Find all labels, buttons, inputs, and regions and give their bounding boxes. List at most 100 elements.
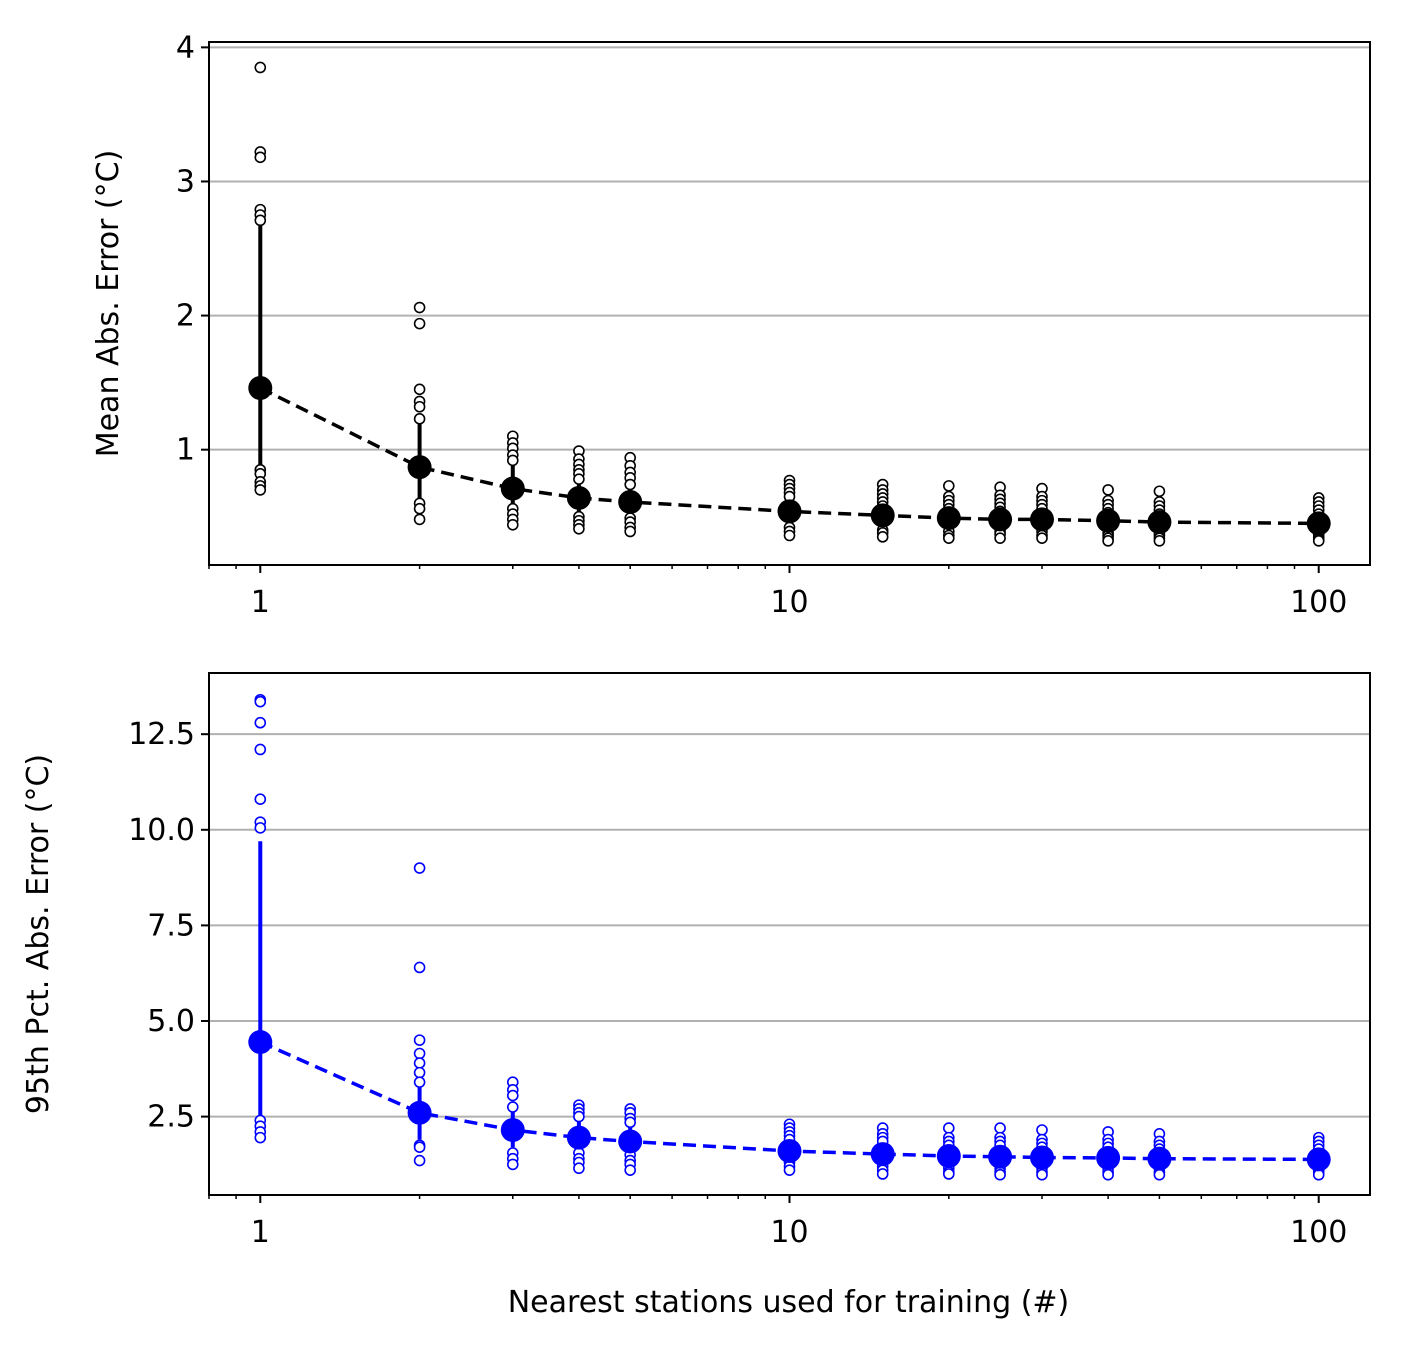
sample-point — [413, 301, 426, 314]
sample-point — [573, 473, 585, 485]
sample-point — [506, 1158, 519, 1171]
sample-point — [413, 1066, 426, 1079]
sample-point — [413, 1154, 426, 1167]
sample-point — [1036, 1168, 1048, 1181]
x-axis-label: Nearest stations used for training (#) — [508, 1285, 1070, 1320]
mean-marker — [936, 1143, 961, 1168]
x-tick-label: 1 — [251, 585, 270, 620]
sample-point — [573, 1162, 585, 1175]
y-tick-label: 12.5 — [128, 717, 195, 752]
sample-point — [413, 413, 426, 425]
y-axis-label: Mean Abs. Error (°C) — [91, 150, 126, 458]
sample-point — [783, 1164, 796, 1176]
sample-point — [1312, 535, 1325, 547]
mean-marker — [1096, 508, 1121, 533]
y-tick-label: 4 — [176, 30, 195, 65]
sample-point — [413, 1141, 426, 1153]
sample-point — [413, 383, 426, 396]
mean-marker — [500, 476, 525, 501]
mean-marker — [1147, 1146, 1172, 1171]
sample-point — [413, 862, 426, 874]
sample-point — [413, 1034, 426, 1046]
sample-point — [943, 1122, 955, 1134]
sample-point — [943, 532, 955, 544]
mean-marker — [1147, 510, 1172, 535]
y-axis-label: 95th Pct. Abs. Error (°C) — [21, 754, 56, 1114]
mean-marker — [988, 1144, 1013, 1169]
y-tick-label: 2.5 — [147, 1100, 195, 1135]
x-tick-label: 100 — [1290, 585, 1347, 620]
sample-point — [783, 529, 796, 542]
sample-point — [573, 1110, 585, 1123]
mean-marker — [500, 1117, 525, 1142]
mean-marker — [870, 1142, 895, 1167]
mean-marker — [618, 489, 643, 514]
sample-point — [506, 1089, 519, 1102]
sample-point — [413, 513, 426, 526]
sample-point — [624, 525, 636, 538]
sample-point — [413, 961, 426, 974]
sample-point — [254, 716, 267, 729]
sample-point — [413, 1057, 426, 1069]
sample-point — [994, 1122, 1006, 1134]
mean-marker — [777, 499, 802, 524]
mean-abs-error-panel: 1 2 3 4 1 10 100 Mean Abs. Error (°C) — [91, 30, 1371, 620]
y-tick-label: 5.0 — [147, 1004, 195, 1039]
y-tick-label: 2 — [176, 299, 195, 334]
mean-marker — [988, 507, 1013, 532]
mean-marker — [248, 375, 273, 400]
sample-point — [506, 518, 519, 531]
mean-marker — [618, 1129, 643, 1154]
sample-point — [254, 484, 267, 496]
mean-marker — [1096, 1145, 1121, 1170]
sample-point — [943, 480, 955, 492]
mean-marker — [1029, 1145, 1054, 1170]
sample-point — [994, 532, 1006, 544]
sample-point — [506, 454, 519, 467]
sample-point — [254, 61, 267, 74]
mean-marker — [407, 455, 432, 480]
sample-point — [254, 822, 267, 834]
sample-point — [254, 151, 267, 164]
sample-point — [254, 695, 267, 708]
mean-marker — [1306, 511, 1331, 536]
mean-marker — [777, 1139, 802, 1164]
sample-point — [876, 1168, 889, 1180]
sample-point — [624, 478, 636, 491]
sample-point — [876, 531, 889, 543]
sample-point — [1102, 1168, 1114, 1181]
sample-point — [1036, 532, 1048, 544]
sample-point — [506, 1101, 519, 1113]
sample-point — [254, 1131, 267, 1144]
sample-point — [994, 1168, 1006, 1181]
sample-point — [1102, 535, 1114, 547]
sample-point — [943, 1168, 955, 1180]
mean-marker — [936, 506, 961, 531]
y-tick-label: 7.5 — [147, 908, 195, 943]
sample-point — [413, 317, 426, 330]
mean-marker — [248, 1030, 273, 1055]
sample-point — [254, 214, 267, 227]
x-tick-label: 10 — [770, 1215, 808, 1250]
mean-marker — [1306, 1147, 1331, 1172]
sample-point — [624, 1116, 636, 1129]
x-tick-label: 1 — [251, 1215, 270, 1250]
mean-marker — [566, 485, 591, 510]
sample-point — [1153, 1168, 1166, 1181]
mean-marker — [407, 1100, 432, 1125]
y-tick-label: 1 — [176, 433, 195, 468]
mean-marker — [566, 1125, 591, 1150]
sample-point — [1102, 484, 1114, 496]
y-tick-label: 3 — [176, 164, 195, 199]
mean-marker — [870, 503, 895, 528]
y-tick-label: 10.0 — [128, 813, 195, 848]
mean-marker — [1029, 507, 1054, 532]
sample-point — [413, 1076, 426, 1088]
sample-point — [413, 400, 426, 413]
x-tick-label: 10 — [770, 585, 808, 620]
sample-point — [624, 1164, 636, 1176]
sample-point — [254, 793, 267, 805]
sample-point — [254, 743, 267, 756]
